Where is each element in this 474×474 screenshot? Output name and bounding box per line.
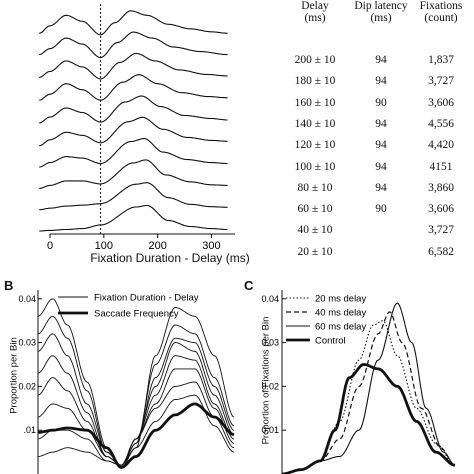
panel-c-legend-label: 60 ms delay <box>315 322 366 333</box>
panel-c-legend-label: Control <box>315 336 346 347</box>
table-cell: 200 ± 10 <box>294 54 336 66</box>
panel-b-series-line <box>37 333 235 466</box>
panel-a-x-tick-label: 300 <box>202 240 220 252</box>
table-cell: 100 ± 10 <box>294 160 336 173</box>
panel-a-curve <box>39 10 228 36</box>
table-cell: 40 ± 10 <box>297 224 333 237</box>
table-cell: 94 <box>375 117 387 130</box>
panel-a-x-tick-label: 0 <box>47 240 53 252</box>
panel-c-y-tick-label: 0.01 <box>261 425 279 435</box>
table-cell: 4,420 <box>428 139 454 152</box>
table-cell: 120 ± 10 <box>294 139 336 152</box>
table-cell: 3,727 <box>428 75 454 88</box>
table-cell: 3,860 <box>428 181 454 194</box>
panel-a-curve <box>39 204 228 232</box>
table-cell: 3,727 <box>428 224 454 237</box>
panel-c-series-line <box>282 363 456 474</box>
table-cell: 180 ± 10 <box>294 75 336 88</box>
table-cell: 94 <box>375 139 387 152</box>
panel-a-x-tick-label: 100 <box>95 240 113 252</box>
table-cell: 90 <box>375 96 387 109</box>
table-cell: 80 ± 10 <box>297 181 333 194</box>
panel-b-y-tick-label: 0.02 <box>18 381 36 391</box>
table-cell: 94 <box>375 181 387 194</box>
header-line: Dip latency <box>354 0 408 12</box>
panel-b-letter: B <box>4 278 14 293</box>
panel-c-ylabel: Proportion of Fixations per Bin <box>260 316 272 445</box>
table-cell: 94 <box>375 75 387 88</box>
panel-a-curve <box>39 182 228 211</box>
header-line: Delay <box>301 0 329 12</box>
table-header-fixations: Fixations (count) <box>408 0 474 24</box>
table-cell: 4151 <box>429 160 453 173</box>
panel-a-curve <box>39 74 228 101</box>
panel-a-curve <box>39 116 228 147</box>
header-line: (count) <box>424 12 458 24</box>
panel-a-curve <box>39 52 228 80</box>
table-cell: 3,606 <box>428 203 454 216</box>
panel-b-series-line <box>38 402 235 469</box>
table-header-dip-latency: Dip latency (ms) <box>341 0 421 24</box>
panel-c-series-line <box>282 302 456 474</box>
panel-c-y-tick-label: 0.02 <box>261 381 279 391</box>
table-cell: 60 ± 10 <box>297 203 333 216</box>
table-cell: 90 <box>375 203 387 216</box>
panel-c-y-tick-label: 0.04 <box>261 294 279 304</box>
panel-b-series-line <box>37 342 235 466</box>
table-cell: 140 ± 10 <box>294 117 336 130</box>
header-line: (ms) <box>304 12 326 24</box>
panel-b-series-line <box>37 394 235 466</box>
table-cell: 20 ± 10 <box>297 245 333 258</box>
panel-a-curve <box>39 95 228 124</box>
panel-a-curve <box>39 31 228 59</box>
panel-c-legend-label: 20 ms delay <box>315 294 366 305</box>
panel-c-series-line <box>282 320 456 474</box>
panel-b-y-tick-label: 0.04 <box>18 294 36 304</box>
table-cell: 1,837 <box>428 54 454 66</box>
panel-a-x-tick-label: 200 <box>148 240 166 252</box>
panel-a-curve <box>39 138 228 168</box>
panel-b-ylabel: Proportion per Bin <box>8 337 20 414</box>
table-cell: 160 ± 10 <box>294 96 336 109</box>
table-cell: 94 <box>375 160 387 173</box>
table-cell: 94 <box>375 54 387 66</box>
panel-c-letter: C <box>244 278 254 293</box>
panel-b-legend-label: Saccade Frequency <box>94 309 179 320</box>
header-line: Fixations <box>419 0 463 12</box>
table-cell: 6,582 <box>428 245 454 258</box>
table-cell: 3,606 <box>428 96 454 109</box>
table-cell: 4,556 <box>428 117 454 130</box>
panel-c-legend-label: 40 ms delay <box>315 308 366 319</box>
panel-c-series-line <box>282 311 456 474</box>
panel-c-y-tick-label: 0.03 <box>261 338 279 348</box>
panel-b-y-tick-label: 0.03 <box>18 338 36 348</box>
panel-a-xlabel: Fixation Duration - Delay (ms) <box>90 251 250 265</box>
panel-b-series-line <box>37 381 235 466</box>
panel-b-legend-label: Fixation Duration - Delay <box>94 293 199 304</box>
header-line: (ms) <box>370 12 392 24</box>
table-header-delay: Delay (ms) <box>285 0 345 24</box>
panel-b-y-tick-label: .01 <box>23 425 36 435</box>
panel-a-curve <box>39 159 228 189</box>
